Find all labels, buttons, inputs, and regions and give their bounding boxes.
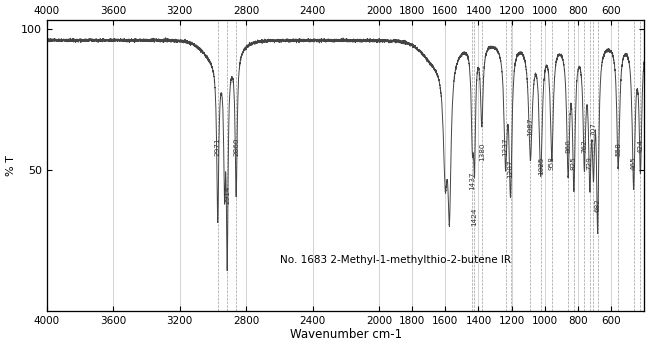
Text: 2971: 2971	[214, 137, 221, 156]
Text: 860: 860	[565, 139, 571, 153]
Text: 707: 707	[590, 122, 597, 136]
Y-axis label: % T: % T	[6, 155, 16, 176]
Text: 825: 825	[571, 156, 577, 170]
Text: 558: 558	[615, 142, 621, 156]
Text: 424: 424	[638, 139, 644, 153]
Text: 465: 465	[630, 156, 636, 170]
Text: 1025: 1025	[538, 157, 543, 176]
Text: 1380: 1380	[479, 143, 485, 161]
Text: 2914: 2914	[224, 185, 230, 204]
Text: 1424: 1424	[471, 208, 478, 226]
Text: 958: 958	[549, 156, 555, 170]
X-axis label: Wavenumber cm-1: Wavenumber cm-1	[290, 329, 402, 341]
Text: 682: 682	[595, 198, 601, 212]
Text: 1437: 1437	[469, 171, 475, 189]
Text: 762: 762	[581, 139, 588, 153]
Text: No. 1683 2-Methyl-1-methylthio-2-butene IR: No. 1683 2-Methyl-1-methylthio-2-butene …	[280, 255, 511, 265]
Text: 1237: 1237	[502, 137, 508, 156]
Text: 2860: 2860	[233, 137, 239, 156]
Text: 1207: 1207	[508, 160, 514, 178]
Text: 1087: 1087	[527, 118, 534, 136]
Text: 729: 729	[587, 156, 593, 170]
